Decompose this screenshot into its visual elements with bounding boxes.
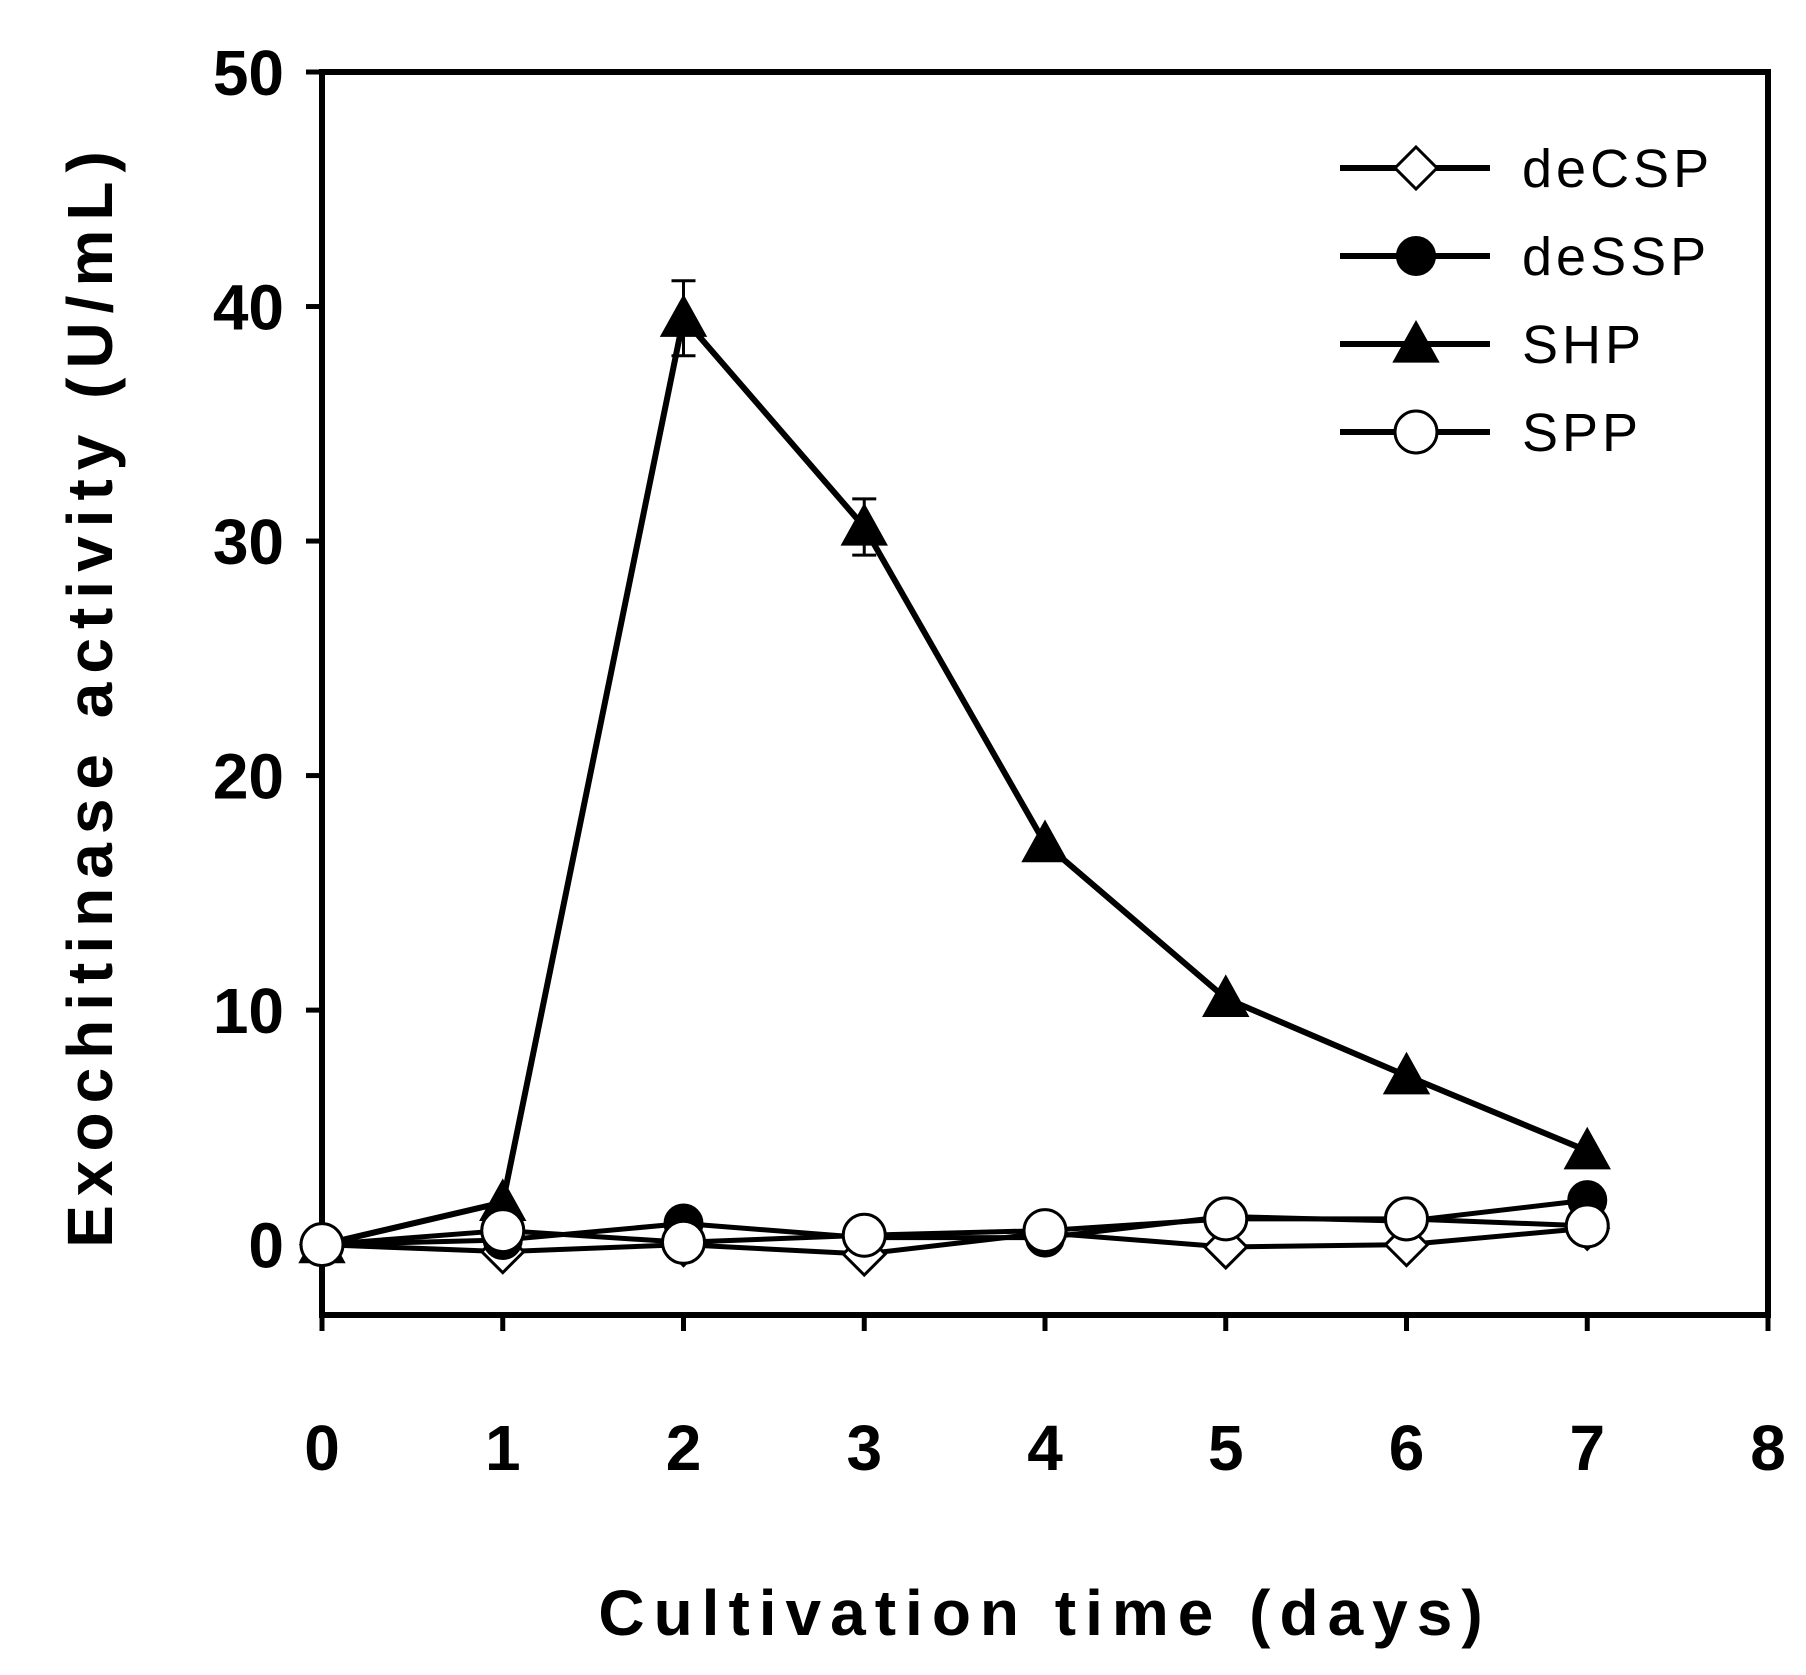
series-markers <box>298 294 1611 1278</box>
point-spp-0 <box>299 1222 345 1268</box>
point-shp-7 <box>1563 1126 1611 1170</box>
x-tick-label-1: 1 <box>485 1412 521 1484</box>
y-tick-label-0: 0 <box>248 1210 284 1282</box>
x-tick-label-6: 6 <box>1389 1412 1425 1484</box>
series-layer <box>298 279 1611 1278</box>
point-spp-1 <box>480 1208 526 1254</box>
y-tick-label-10: 10 <box>213 975 284 1047</box>
y-axis-ticks: 0 10 20 30 40 50 <box>213 37 322 1282</box>
point-spp-3 <box>841 1212 887 1258</box>
x-tick-label-0: 0 <box>304 1412 340 1484</box>
x-tick-label-5: 5 <box>1208 1412 1244 1484</box>
point-shp-5 <box>1202 974 1250 1017</box>
series-lines <box>321 315 1589 1257</box>
y-tick-label-40: 40 <box>213 272 284 344</box>
legend-label-dessp: deSSP <box>1522 227 1710 287</box>
legend-label-shp: SHP <box>1522 315 1645 375</box>
x-tick-label-2: 2 <box>666 1412 702 1484</box>
point-spp-4 <box>1022 1208 1068 1254</box>
point-shp-3 <box>840 502 888 546</box>
point-shp-4 <box>1021 819 1069 863</box>
point-spp-7 <box>1564 1203 1610 1249</box>
legend-item-shp: SHP <box>1340 315 1645 375</box>
legend-label-decsp: deCSP <box>1522 139 1713 199</box>
point-shp-6 <box>1382 1051 1431 1095</box>
legend-label-spp: SPP <box>1522 403 1642 463</box>
x-tick-label-4: 4 <box>1027 1412 1063 1484</box>
x-axis-title: Cultivation time (days) <box>598 1577 1491 1649</box>
series-error-bars <box>671 279 877 557</box>
x-tick-label-7: 7 <box>1569 1412 1605 1484</box>
legend-marker-spp <box>1393 409 1439 455</box>
y-tick-label-50: 50 <box>213 37 284 109</box>
series-line-decsp <box>321 1225 1588 1257</box>
series-line-spp <box>321 1216 1588 1248</box>
legend-marker-shp <box>1392 319 1440 363</box>
y-tick-label-30: 30 <box>213 506 284 578</box>
legend-marker-decsp <box>1392 144 1440 192</box>
y-tick-label-20: 20 <box>213 741 284 813</box>
legend-item-dessp: deSSP <box>1340 227 1710 287</box>
x-tick-label-8: 8 <box>1750 1412 1786 1484</box>
point-spp-5 <box>1203 1196 1249 1242</box>
legend-marker-dessp <box>1396 236 1436 276</box>
legend-item-spp: SPP <box>1340 403 1642 463</box>
point-spp-6 <box>1384 1196 1429 1242</box>
point-spp-2 <box>661 1219 706 1265</box>
x-tick-label-3: 3 <box>846 1412 882 1484</box>
series-line-shp <box>321 315 1589 1248</box>
x-axis-ticks: 0 1 2 3 4 5 6 7 8 <box>304 1315 1786 1484</box>
legend: deCSP deSSP SHP SPP <box>1340 139 1713 463</box>
legend-item-decsp: deCSP <box>1340 139 1713 199</box>
point-shp-2 <box>659 294 708 337</box>
y-axis-title: Exochitinase activity (U/mL) <box>54 142 126 1248</box>
